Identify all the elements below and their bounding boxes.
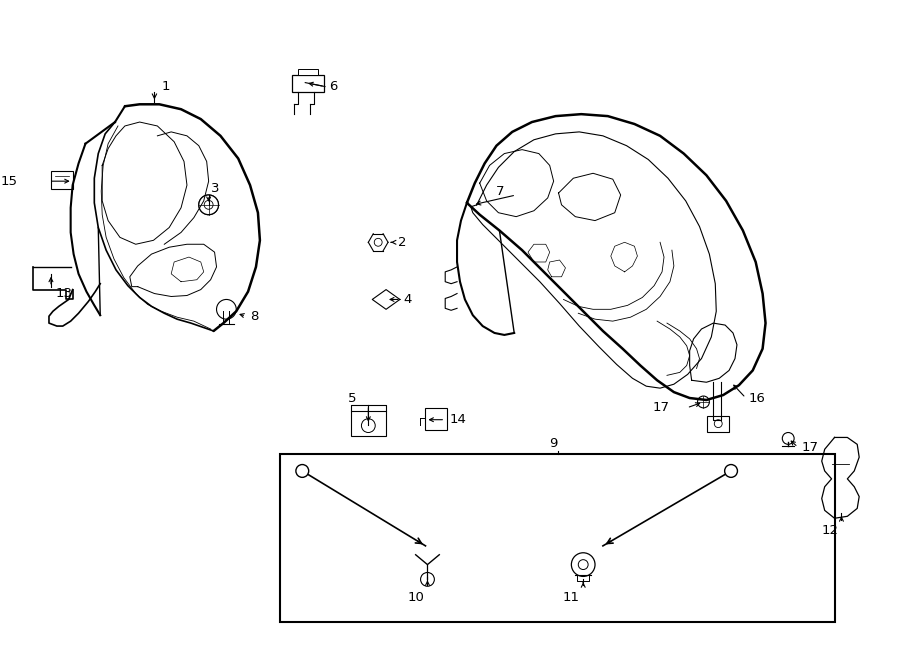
Text: 11: 11 [562,591,580,603]
Circle shape [296,465,309,477]
Circle shape [203,200,213,210]
Circle shape [579,560,588,570]
Text: 12: 12 [821,524,838,537]
Text: 13: 13 [56,287,73,300]
Text: 5: 5 [348,391,356,405]
Bar [51,171,73,189]
Circle shape [362,418,375,432]
Bar [426,408,447,430]
Circle shape [420,572,435,586]
Text: 17: 17 [652,401,670,414]
Text: 17: 17 [802,441,819,454]
Circle shape [199,195,219,215]
Circle shape [374,239,382,247]
Text: 10: 10 [407,591,424,603]
Circle shape [782,432,794,444]
Text: 14: 14 [449,413,466,426]
Text: 6: 6 [328,80,338,93]
Text: 7: 7 [496,184,504,198]
Circle shape [715,420,722,428]
Text: 2: 2 [398,236,407,249]
Circle shape [698,396,709,408]
Text: 1: 1 [161,80,170,93]
Circle shape [199,195,219,215]
Text: 15: 15 [0,175,17,188]
Bar [351,411,386,436]
Text: 16: 16 [749,391,766,405]
Circle shape [204,200,213,210]
Text: 4: 4 [404,293,412,306]
Circle shape [724,465,737,477]
Bar [292,75,324,93]
Circle shape [572,553,595,576]
Bar [707,416,729,432]
Text: 3: 3 [211,182,219,194]
Bar [298,69,318,75]
Circle shape [217,299,236,319]
Bar [280,454,834,622]
Text: 9: 9 [549,437,558,450]
Text: 8: 8 [250,310,258,323]
